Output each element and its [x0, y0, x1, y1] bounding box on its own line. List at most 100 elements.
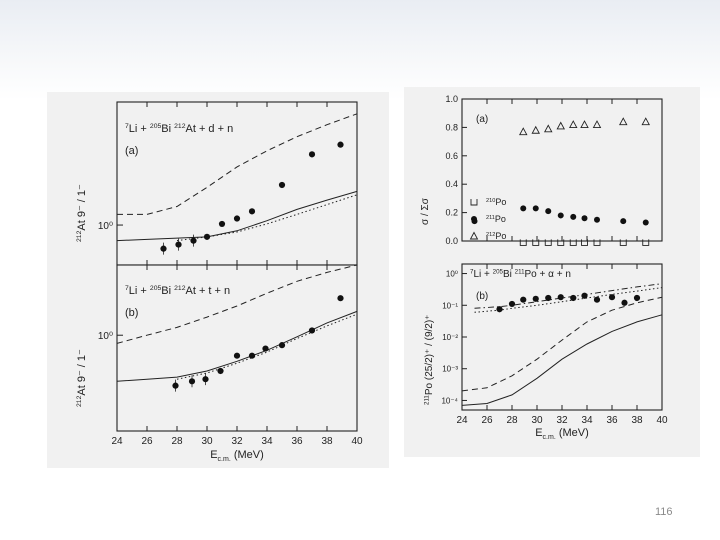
- right-a-legend-label: 210Po: [486, 197, 506, 207]
- left-a-reaction-part: Li +: [129, 123, 150, 135]
- right-a-circle-point: [520, 205, 527, 212]
- left-b-point: [188, 378, 196, 385]
- right-a-legend-bracket-point: [470, 199, 478, 206]
- left-b-point: [278, 342, 286, 349]
- right-b-point: [508, 300, 516, 308]
- left-a-point: [337, 141, 344, 148]
- right-b-point: [593, 296, 601, 303]
- right-a-legend-label-part: 211: [486, 215, 495, 221]
- right-b-ytick-label: 10⁻¹: [442, 301, 458, 310]
- right-b-x-tick-label: 32: [556, 415, 568, 426]
- left-b-point: [202, 376, 209, 383]
- right-a-circle-point: [594, 216, 600, 223]
- right-b-x-tick-label: 36: [606, 415, 618, 426]
- left-a-reaction: 7Li + 205Bi 212At + d + n: [125, 123, 233, 135]
- left-a-reaction-part: 7: [125, 123, 129, 130]
- left-b-reaction-part: 212: [174, 285, 186, 292]
- right-a-triangle-point: [641, 117, 651, 126]
- right-a-legend-label-part: Po: [495, 214, 506, 224]
- right-b-point: [520, 296, 527, 303]
- left-a-curve-dashed: [117, 113, 358, 215]
- xlabel-unit: (MeV): [556, 427, 589, 439]
- right-b-ylabel: 211Po (25/2)⁺ / (9/2)⁺: [424, 315, 436, 405]
- left-b-ylabel: 212At 9⁻ / 1⁻: [76, 349, 88, 407]
- left-b-x-tick-label: 34: [261, 436, 273, 447]
- left-b-reaction: 7Li + 205Bi 212At + t + n: [125, 285, 230, 297]
- right-a-ylabel: σ / Σσ: [420, 197, 431, 225]
- right-b-reaction-part: Bi: [503, 269, 515, 280]
- right-b-point: [621, 299, 628, 306]
- left-a-ytick-label: 10⁰: [98, 221, 113, 232]
- right-b-panel-label: (b): [476, 291, 488, 302]
- right-a-circle-point: [642, 219, 649, 226]
- right-b-curve-dashed: [461, 296, 663, 392]
- right-a-triangle-point: [568, 120, 578, 129]
- xlabel-main: E: [210, 449, 217, 461]
- left-a-ylabel-part: 212: [76, 230, 83, 242]
- left-b-reaction-part: Bi: [161, 285, 174, 297]
- right-b-point: [608, 294, 616, 301]
- right-a-circle-point: [557, 212, 564, 219]
- right-b-frame: [461, 263, 663, 411]
- right-a-legend-label: 212Po: [486, 231, 506, 241]
- right-a-circle-point: [581, 215, 588, 222]
- right-b-point: [545, 294, 552, 302]
- left-b-xlabel: Ec.m. (MeV): [210, 449, 264, 463]
- left-b-ytick-label: 10⁰: [98, 331, 113, 342]
- right-a-circle-point: [532, 205, 539, 212]
- xlabel-unit: (MeV): [231, 449, 264, 461]
- left-b-x-tick-label: 32: [231, 436, 243, 447]
- right-a-bracket-point: [581, 239, 588, 246]
- right-b-x-tick-label: 30: [531, 415, 543, 426]
- right-b-reaction-part: 211: [515, 269, 525, 276]
- left-b-reaction-part: 205: [150, 285, 162, 292]
- right-a-triangle-point: [543, 124, 553, 133]
- right-b-point: [557, 294, 564, 301]
- right-a-ytick-label: 1.0: [445, 94, 458, 104]
- right-a-ytick-label: 0.6: [445, 151, 458, 161]
- right-a-legend-triangle-point: [469, 231, 479, 240]
- left-a-ylabel-part: At 9⁻ / 1⁻: [76, 184, 88, 231]
- right-b-point: [496, 306, 503, 313]
- right-b-point: [532, 295, 539, 302]
- right-b-x-tick-label: 34: [581, 415, 593, 426]
- right-b-x-tick-label: 28: [506, 415, 518, 426]
- left-b-curve-dashed: [116, 264, 358, 344]
- right-b-ylabel-part: Po (25/2)⁺ / (9/2)⁺: [424, 315, 435, 396]
- right-a-ytick-label: 0.8: [445, 122, 458, 132]
- xlabel-sub: c.m.: [218, 456, 231, 463]
- right-a-triangle-point: [592, 120, 602, 129]
- left-b-x-tick-label: 30: [201, 436, 213, 447]
- right-a-legend-label-part: 210: [486, 198, 495, 204]
- right-a-triangle-point: [618, 117, 628, 126]
- right-a-bracket-point: [544, 239, 552, 246]
- right-figure-svg: 24 26 28 30 32 34 36 38 40 0.0 0.2 0.4 0.6 0.8 1.0 10⁻⁴…: [420, 94, 668, 441]
- left-a-point: [160, 245, 167, 252]
- left-b-ylabel-part: 212: [76, 395, 83, 407]
- left-a-point: [218, 220, 226, 228]
- left-b-panel-label: (b): [125, 307, 138, 319]
- left-b-point: [217, 367, 224, 375]
- left-a-reaction-part: 212: [174, 123, 186, 130]
- left-b-x-tick-label: 40: [351, 436, 363, 447]
- right-b-xlabel: Ec.m. (MeV): [535, 427, 589, 441]
- left-b-reaction-part: 7: [125, 285, 129, 292]
- right-b-point: [581, 292, 588, 299]
- left-figure: 24 26 28 30 32 34 36 38 40 10⁰ 10⁰ 7Li + 205Bi 212A…: [47, 92, 389, 468]
- left-b-reaction-part: At + t + n: [186, 285, 231, 297]
- left-a-point: [190, 237, 197, 244]
- right-a-legend-label-part: Po: [495, 231, 506, 241]
- right-b-ytick-label: 10⁻⁴: [441, 396, 458, 405]
- left-a-point: [278, 181, 286, 189]
- left-b-reaction-part: Li +: [129, 285, 150, 297]
- left-b-point: [248, 352, 256, 359]
- left-b-x-tick-label: 28: [171, 436, 183, 447]
- right-a-circle-point: [620, 218, 627, 225]
- right-a-triangle-point: [580, 120, 589, 129]
- left-b-point: [233, 352, 241, 359]
- right-b-reaction-part: 205: [493, 269, 504, 276]
- right-a-ytick-label: 0.0: [445, 236, 458, 246]
- right-b-x-tick-label: 26: [481, 415, 493, 426]
- xlabel-sub: c.m.: [543, 434, 556, 441]
